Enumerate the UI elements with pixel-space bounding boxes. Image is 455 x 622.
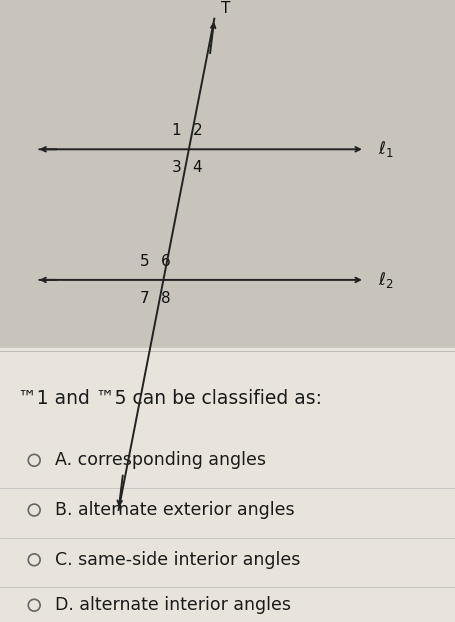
Text: 8: 8 xyxy=(160,290,170,306)
Bar xyxy=(0,0,455,348)
Text: 7: 7 xyxy=(139,290,149,306)
Text: 1: 1 xyxy=(171,123,181,139)
Text: ™1 and ™5 can be classified as:: ™1 and ™5 can be classified as: xyxy=(18,389,322,407)
Text: T: T xyxy=(221,1,230,16)
Text: $\ell_2$: $\ell_2$ xyxy=(378,270,393,290)
Text: 3: 3 xyxy=(171,160,181,175)
Text: 2: 2 xyxy=(192,123,202,139)
Text: C. same-side interior angles: C. same-side interior angles xyxy=(55,551,299,569)
Text: A. corresponding angles: A. corresponding angles xyxy=(55,452,265,469)
Text: D. alternate interior angles: D. alternate interior angles xyxy=(55,596,290,614)
Text: B. alternate exterior angles: B. alternate exterior angles xyxy=(55,501,293,519)
Text: 4: 4 xyxy=(192,160,202,175)
Text: 6: 6 xyxy=(160,254,170,269)
Text: 5: 5 xyxy=(139,254,149,269)
Bar xyxy=(0,348,455,622)
Text: $\ell_1$: $\ell_1$ xyxy=(378,139,393,159)
